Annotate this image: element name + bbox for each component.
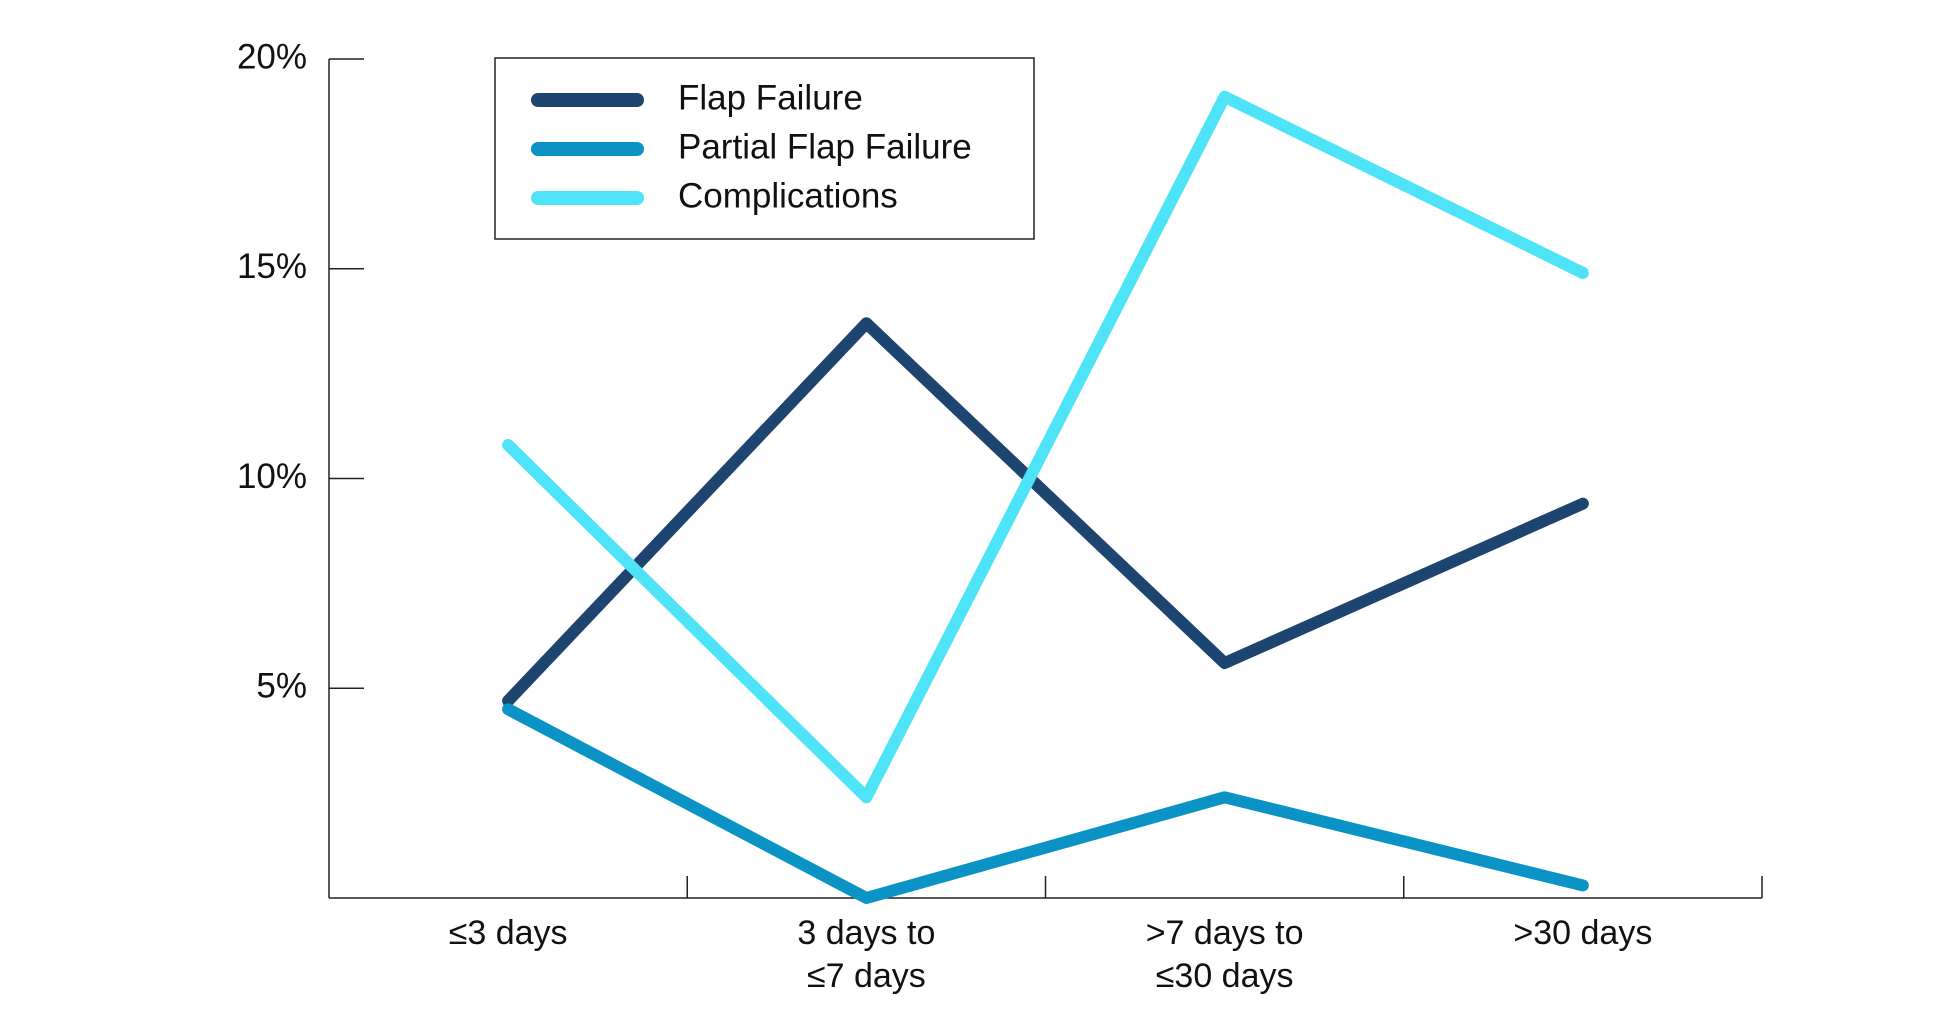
y-tick-label: 10% bbox=[237, 457, 307, 496]
series-line bbox=[502, 703, 1589, 904]
legend-label: Partial Flap Failure bbox=[678, 127, 972, 166]
x-tick-label: >7 days to ≤30 days bbox=[1145, 914, 1304, 995]
y-tick-label: 5% bbox=[256, 667, 307, 706]
legend-label: Flap Failure bbox=[678, 78, 863, 117]
x-tick-label: 3 days to ≤7 days bbox=[797, 914, 936, 995]
series-line bbox=[502, 90, 1589, 804]
series-line bbox=[502, 317, 1589, 707]
y-tick-label: 15% bbox=[237, 247, 307, 286]
y-tick-label: 20% bbox=[237, 37, 307, 76]
x-tick-label: >30 days bbox=[1513, 914, 1653, 952]
legend-label: Complications bbox=[678, 176, 898, 215]
x-tick-label: ≤3 days bbox=[448, 914, 568, 952]
